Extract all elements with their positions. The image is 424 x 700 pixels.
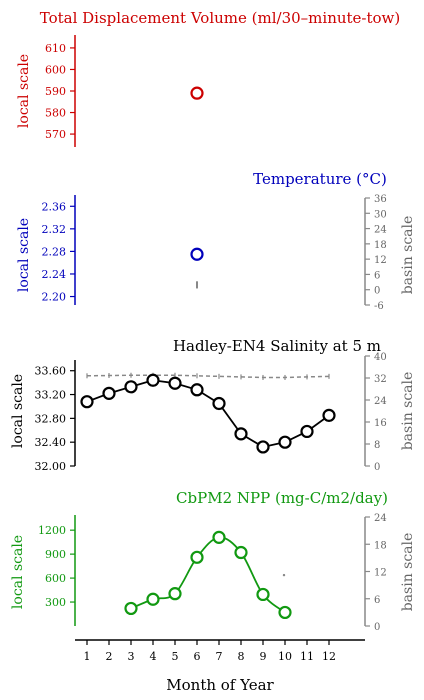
- y2-tick-label: 16: [374, 418, 387, 429]
- x-tick-label: 1: [84, 650, 91, 663]
- data-point: [256, 440, 270, 454]
- data-point: [190, 550, 204, 564]
- y2-tick-label: 24: [374, 513, 387, 524]
- panel-temperature-basin-label: basin scale: [400, 216, 416, 295]
- y-tick-label: 600: [45, 63, 66, 76]
- x-tick-label: 6: [194, 650, 201, 663]
- y-tick-label: 2.24: [42, 268, 67, 281]
- panel-salinity-basin-label: basin scale: [400, 372, 416, 451]
- y-tick-label: 2.20: [42, 291, 67, 304]
- y-tick-label: 32.00: [35, 460, 67, 473]
- panel-displacement-title: Total Displacement Volume (ml/30–minute-…: [40, 9, 401, 27]
- basin-point: [282, 573, 286, 577]
- x-tick-label: 12: [322, 650, 336, 663]
- data-point: [278, 605, 292, 620]
- x-axis-label: Month of Year: [166, 676, 274, 694]
- data-point: [300, 424, 314, 439]
- x-tick-label: 3: [128, 650, 135, 663]
- data-point: [234, 545, 248, 560]
- x-tick-label: 5: [172, 650, 179, 663]
- y-tick-label: 600: [45, 572, 66, 585]
- y2-tick-label: 8: [374, 440, 380, 451]
- panel-salinity: Hadley-EN4 Salinity at 5 m local scale b…: [10, 337, 416, 473]
- y2-tick-label: 18: [374, 540, 387, 551]
- x-tick-label: 11: [300, 650, 314, 663]
- data-point: [190, 383, 204, 397]
- data-point: [168, 587, 182, 601]
- y2-tick-label: 0: [374, 622, 380, 633]
- x-tick-label: 4: [150, 650, 157, 663]
- y-tick-label: 610: [45, 42, 66, 55]
- y2-tick-label: 32: [374, 374, 387, 385]
- y2-tick-label: 0: [374, 286, 380, 297]
- y-tick-label: 2.32: [42, 223, 67, 236]
- data-point: [124, 601, 138, 616]
- panel-salinity-local-label: local scale: [10, 374, 26, 448]
- y2-tick-label: 30: [374, 209, 387, 220]
- y-tick-label: 2.28: [42, 245, 67, 258]
- y-tick-label: 33.20: [35, 389, 67, 402]
- data-point: [146, 592, 160, 606]
- y2-tick-label: 12: [374, 568, 387, 579]
- y-tick-label: 1200: [38, 524, 66, 537]
- y2-tick-label: 6: [374, 595, 380, 606]
- data-point: [278, 435, 292, 449]
- panel-npp-basin-label: basin scale: [400, 533, 416, 612]
- y2-tick-label: 36: [374, 194, 387, 205]
- x-axis: 1 2 3 4 5 6 7 8 9 10 11 12 Month of Year: [75, 639, 365, 694]
- data-point: [102, 386, 116, 400]
- x-tick-label: 7: [216, 650, 223, 663]
- y-tick-label: 32.40: [35, 436, 67, 449]
- panel-salinity-title: Hadley-EN4 Salinity at 5 m: [173, 337, 381, 355]
- y2-tick-label: 24: [374, 225, 387, 236]
- data-point: [146, 373, 160, 387]
- y2-tick-label: 12: [374, 255, 387, 266]
- panel-temperature: Temperature (°C) local scale basin scale…: [16, 170, 416, 312]
- data-point: [322, 408, 336, 422]
- x-tick-label: 2: [106, 650, 113, 663]
- y-tick-label: 2.36: [42, 200, 67, 213]
- panel-displacement: Total Displacement Volume (ml/30–minute-…: [16, 9, 400, 147]
- data-point: [124, 380, 138, 394]
- panel-npp: CbPM2 NPP (mg-C/m2/day) local scale basi…: [10, 489, 416, 633]
- x-tick-label: 8: [238, 650, 245, 663]
- y-tick-label: 300: [45, 596, 66, 609]
- y-tick-label: 32.80: [35, 412, 67, 425]
- panel-displacement-local-label: local scale: [16, 54, 32, 128]
- y2-tick-label: 24: [374, 396, 387, 407]
- data-point: [168, 376, 182, 390]
- data-point: [212, 396, 226, 411]
- y-tick-label: 570: [45, 128, 66, 141]
- data-point: [256, 587, 270, 602]
- y2-tick-label: 0: [374, 462, 380, 473]
- y2-tick-label: 18: [374, 240, 387, 251]
- y2-tick-label: 40: [374, 352, 387, 363]
- panel-npp-title: CbPM2 NPP (mg-C/m2/day): [176, 489, 388, 507]
- data-point: [212, 530, 226, 544]
- y-tick-label: 580: [45, 107, 66, 120]
- data-point: [190, 86, 204, 100]
- y-tick-label: 590: [45, 85, 66, 98]
- panel-temperature-title: Temperature (°C): [253, 170, 387, 188]
- salinity-series-line: [86, 379, 330, 448]
- data-point: [234, 427, 248, 441]
- y-tick-label: 900: [45, 548, 66, 561]
- basin-series-line: [86, 374, 330, 379]
- data-point: [80, 395, 94, 409]
- y2-tick-label: 6: [374, 270, 380, 281]
- panel-npp-local-label: local scale: [10, 535, 26, 609]
- x-tick-label: 10: [278, 650, 292, 663]
- panel-temperature-local-label: local scale: [16, 218, 32, 292]
- y-tick-label: 33.60: [35, 365, 67, 378]
- data-point: [190, 247, 204, 261]
- x-tick-label: 9: [260, 650, 267, 663]
- y2-tick-label: -6: [374, 301, 384, 312]
